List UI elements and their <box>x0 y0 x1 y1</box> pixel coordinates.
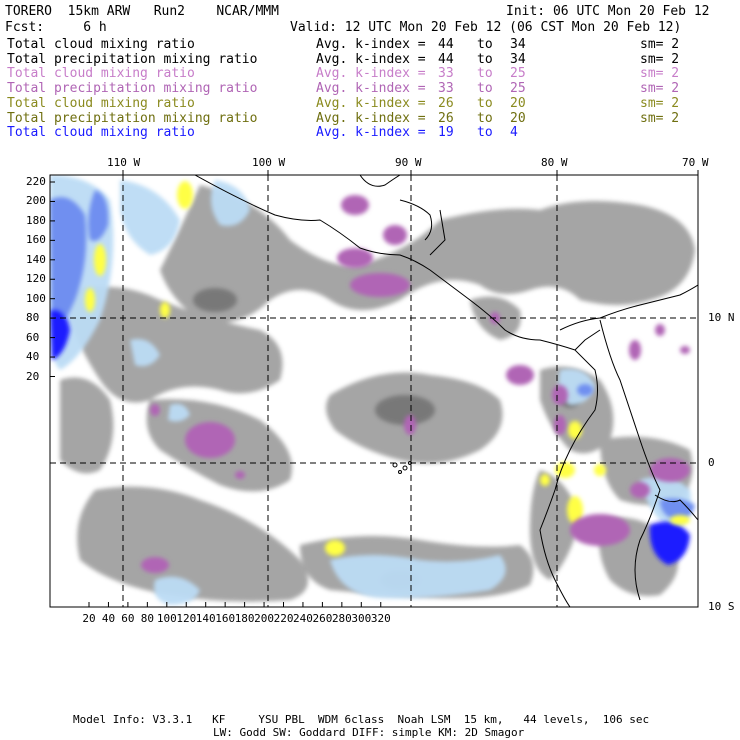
map-frame <box>49 174 699 608</box>
purple-shading <box>141 195 690 573</box>
right-lat-label: 0 <box>708 456 715 469</box>
legend-hi: 26 <box>438 110 454 126</box>
bottom-x-tick-label: 240 <box>293 612 313 625</box>
legend-field: Total precipitation mixing ratio <box>7 51 258 67</box>
top-lon-label: 100 W <box>252 156 286 169</box>
legend-to: to <box>477 95 493 111</box>
legend-to: to <box>477 125 493 141</box>
left-y-tick-label: 180 <box>26 213 46 227</box>
legend-avg: Avg. k-index = <box>316 110 426 126</box>
legend-to: to <box>477 37 493 52</box>
model-info: Model Info: V3.3.1 KF YSU PBL WDM 6class… <box>73 713 650 726</box>
bottom-x-tick-label: 80 <box>140 612 154 625</box>
legend-sm: sm= 2 <box>640 66 680 82</box>
bottom-x-tick-label: 320 <box>370 612 391 625</box>
legend-lo: 20 <box>510 110 526 126</box>
left-y-tick-label: 220 <box>26 175 46 188</box>
legend-lo: 25 <box>510 81 526 97</box>
bottom-x-tick-label: 200 <box>254 612 275 625</box>
left-y-tick-label: 60 <box>26 330 40 344</box>
legend-field: Total cloud mixing ratio <box>7 125 195 141</box>
legend-hi: 19 <box>438 125 454 141</box>
legend-hi: 44 <box>438 51 454 67</box>
legend-sm: sm= 2 <box>640 51 680 67</box>
left-y-tick-label: 120 <box>26 272 46 286</box>
bottom-x-tick-label: 180 <box>234 612 255 625</box>
legend-avg: Avg. k-index = <box>316 125 426 141</box>
left-y-tick-label: 80 <box>26 311 40 325</box>
bottom-x-tick-label: 20 <box>82 612 96 625</box>
legend-avg: Avg. k-index = <box>316 37 426 52</box>
bottom-x-tick-label: 280 <box>331 612 352 625</box>
legend-sm: sm= 2 <box>640 95 680 111</box>
legend-lo: 4 <box>510 125 518 141</box>
left-y-tick-label: 140 <box>26 252 46 266</box>
top-lon-label: 110 W <box>107 156 141 169</box>
bottom-x-tick-label: 160 <box>215 612 236 625</box>
legend-field: Total cloud mixing ratio <box>7 37 195 52</box>
left-y-tick-label: 200 <box>26 194 46 208</box>
blue-shading <box>50 190 695 565</box>
valid-time: Valid: 12 UTC Mon 20 Feb 12 (06 CST Mon … <box>290 20 682 35</box>
legend-sm: sm= 2 <box>640 37 680 52</box>
right-lat-label: 10 N <box>708 311 735 324</box>
bottom-x-tick-label: 300 <box>351 612 372 625</box>
bottom-x-tick-label: 40 <box>101 612 116 625</box>
legend-to: to <box>477 66 493 82</box>
legend-sm: sm= 2 <box>640 81 680 97</box>
run-title: TORERO 15km ARW Run2 NCAR/MMM <box>5 4 279 19</box>
bottom-x-tick-label: 100 <box>156 612 177 625</box>
legend-lo: 34 <box>510 37 526 52</box>
legend-avg: Avg. k-index = <box>316 66 426 82</box>
bottom-x-tick-label: 140 <box>195 612 216 625</box>
legend-field: Total cloud mixing ratio <box>7 95 195 111</box>
top-lon-label: 80 W <box>541 156 568 169</box>
bottom-x-tick-label: 260 <box>312 612 333 625</box>
legend-lo: 34 <box>510 51 526 67</box>
legend-field: Total precipitation mixing ratio <box>7 110 258 126</box>
init-time: Init: 06 UTC Mon 20 Feb 12 <box>506 4 710 19</box>
legend-hi: 33 <box>438 66 454 82</box>
legend-sm: sm= 2 <box>640 110 680 126</box>
physics-info: LW: Godd SW: Goddard DIFF: simple KM: 2D… <box>213 726 525 739</box>
coastlines <box>194 175 698 607</box>
graticule <box>50 175 698 607</box>
axis-ticks <box>50 170 699 607</box>
legend-avg: Avg. k-index = <box>316 81 426 97</box>
top-lon-label: 70 W <box>682 156 709 169</box>
bottom-x-tick-label: 120 <box>176 612 197 625</box>
legend-lo: 20 <box>510 95 526 111</box>
right-lat-label: 10 S <box>708 600 735 613</box>
legend-field: Total precipitation mixing ratio <box>7 81 258 97</box>
bottom-x-tick-label: 220 <box>273 612 294 625</box>
legend-hi: 26 <box>438 95 454 111</box>
left-y-tick-label: 160 <box>26 233 46 247</box>
left-y-tick-label: 40 <box>26 350 40 364</box>
bottom-x-tick-label: 60 <box>121 612 135 625</box>
forecast-hour: Fcst: 6 h <box>5 20 107 35</box>
legend-hi: 33 <box>438 81 454 97</box>
legend-to: to <box>477 51 493 67</box>
legend-field: Total cloud mixing ratio <box>7 66 195 82</box>
legend-to: to <box>477 81 493 97</box>
legend-hi: 44 <box>438 37 454 52</box>
legend-avg: Avg. k-index = <box>316 95 426 111</box>
legend-avg: Avg. k-index = <box>316 51 426 67</box>
left-y-tick-label: 20 <box>26 369 40 383</box>
top-lon-label: 90 W <box>395 156 422 169</box>
legend-lo: 25 <box>510 66 526 82</box>
legend-to: to <box>477 110 493 126</box>
left-y-tick-label: 100 <box>26 291 46 305</box>
